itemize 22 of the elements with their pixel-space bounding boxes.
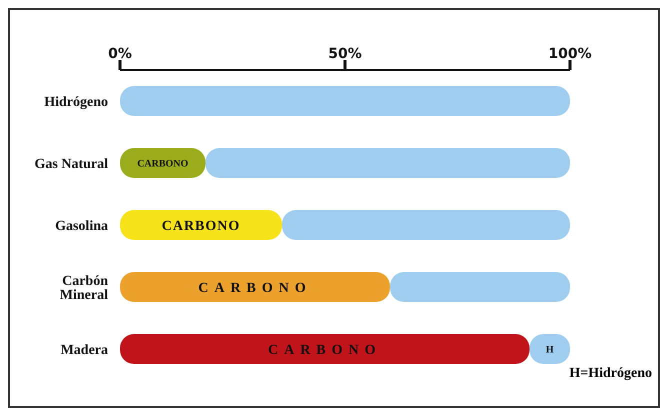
y-tick-label: Carbón Mineral (60, 274, 108, 303)
data-label: CARBONO (268, 342, 382, 358)
data-label: CARBONO (137, 158, 189, 170)
x-tick-label: 100% (548, 46, 592, 62)
y-tick-label: Hidrógeno (44, 94, 108, 110)
bar (120, 148, 206, 178)
bar (120, 86, 570, 116)
bar (120, 272, 390, 302)
bar (120, 334, 530, 364)
annotation: H=Hidrógeno (569, 366, 652, 382)
x-tick-label: 0% (108, 46, 132, 62)
x-tick-label: 50% (328, 46, 362, 62)
data-label: CARBONO (198, 280, 312, 296)
data-label: H (546, 344, 554, 356)
bar (282, 210, 570, 240)
y-tick-label: Gas Natural (34, 156, 108, 172)
y-tick-label: Gasolina (55, 218, 108, 234)
y-tick-label: Madera (60, 342, 108, 358)
bar (206, 148, 570, 178)
data-label: CARBONO (162, 218, 240, 234)
bar (120, 210, 282, 240)
bar (390, 272, 570, 302)
